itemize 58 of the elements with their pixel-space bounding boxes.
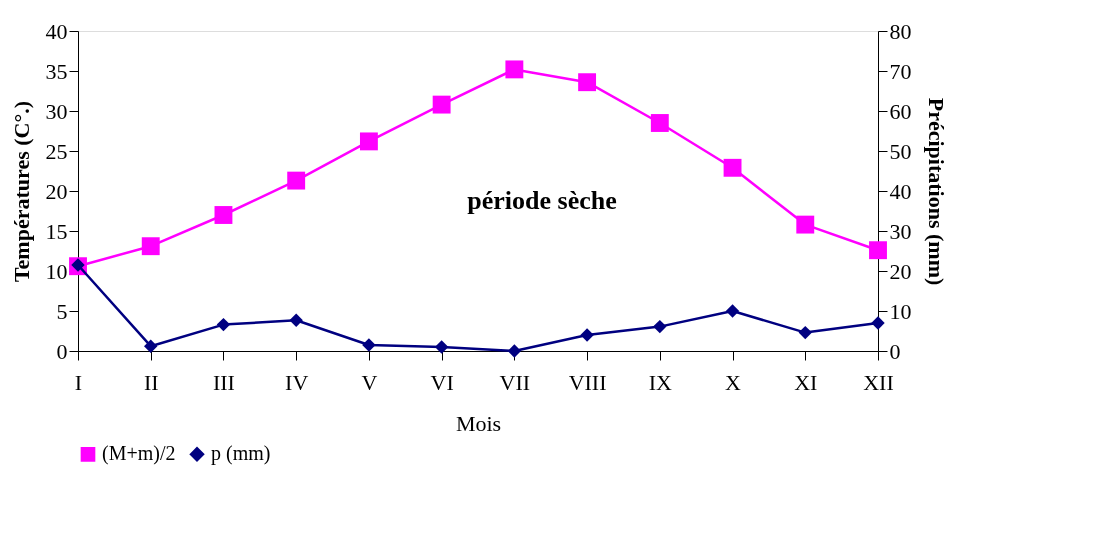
legend-label: (M+m)/2 bbox=[102, 442, 176, 466]
x-tick-label: II bbox=[143, 369, 159, 395]
point bbox=[289, 313, 303, 327]
point bbox=[798, 325, 812, 340]
point bbox=[141, 237, 160, 256]
x-tick-label: XII bbox=[863, 369, 894, 395]
point bbox=[287, 171, 306, 190]
x-tick-label: VI bbox=[430, 369, 454, 395]
point bbox=[871, 316, 885, 330]
point bbox=[580, 328, 594, 342]
point bbox=[578, 73, 597, 92]
point bbox=[796, 215, 815, 234]
y-tick-label: 15 bbox=[45, 218, 68, 244]
x-axis-title: Mois bbox=[455, 410, 502, 436]
y-tick-label: 20 bbox=[45, 178, 68, 204]
y2-tick-label: 80 bbox=[889, 18, 912, 44]
y2-tick-label: 20 bbox=[889, 258, 912, 284]
y2-tick-label: 10 bbox=[889, 298, 912, 324]
x-tick-label: VIII bbox=[568, 369, 607, 395]
x-tick-label: XI bbox=[794, 369, 818, 395]
point bbox=[507, 344, 522, 358]
x-tick-label: X bbox=[725, 369, 742, 395]
y-axis-title: Températures (C°.) bbox=[8, 100, 34, 283]
x-tick-label: IX bbox=[648, 369, 673, 395]
annotation: période sèche bbox=[467, 185, 617, 215]
y2-tick-label: 70 bbox=[889, 58, 912, 84]
point bbox=[723, 158, 742, 177]
x-tick-label: IV bbox=[285, 369, 309, 395]
y2-tick-label: 0 bbox=[889, 338, 901, 364]
y-tick-label: 40 bbox=[45, 18, 68, 44]
point bbox=[144, 339, 158, 353]
point bbox=[359, 132, 378, 151]
y-tick-label: 0 bbox=[56, 338, 68, 364]
y2-tick-label: 30 bbox=[889, 218, 912, 244]
point bbox=[434, 340, 449, 354]
legend-label: p (mm) bbox=[211, 442, 271, 466]
point bbox=[214, 206, 233, 224]
point bbox=[432, 95, 451, 114]
point bbox=[362, 338, 376, 352]
y2-tick-label: 40 bbox=[889, 178, 912, 204]
y-tick-label: 5 bbox=[56, 298, 68, 324]
y-tick-label: 25 bbox=[45, 138, 68, 164]
y2-tick-label: 50 bbox=[889, 138, 912, 164]
y2-tick-label: 60 bbox=[889, 98, 912, 124]
y2-axis-title: Précipitations (mm) bbox=[923, 97, 949, 286]
point bbox=[505, 60, 524, 79]
x-tick-label: I bbox=[74, 369, 83, 395]
y-tick-label: 35 bbox=[45, 58, 68, 84]
x-tick-label: V bbox=[361, 369, 378, 395]
point bbox=[725, 304, 740, 318]
point bbox=[869, 241, 887, 260]
x-tick-label: VII bbox=[499, 369, 531, 395]
y-tick-label: 10 bbox=[45, 258, 68, 284]
x-tick-label: III bbox=[212, 369, 235, 395]
point bbox=[216, 317, 231, 332]
point bbox=[650, 114, 669, 132]
y-tick-label: 30 bbox=[45, 98, 68, 124]
point bbox=[653, 319, 667, 334]
